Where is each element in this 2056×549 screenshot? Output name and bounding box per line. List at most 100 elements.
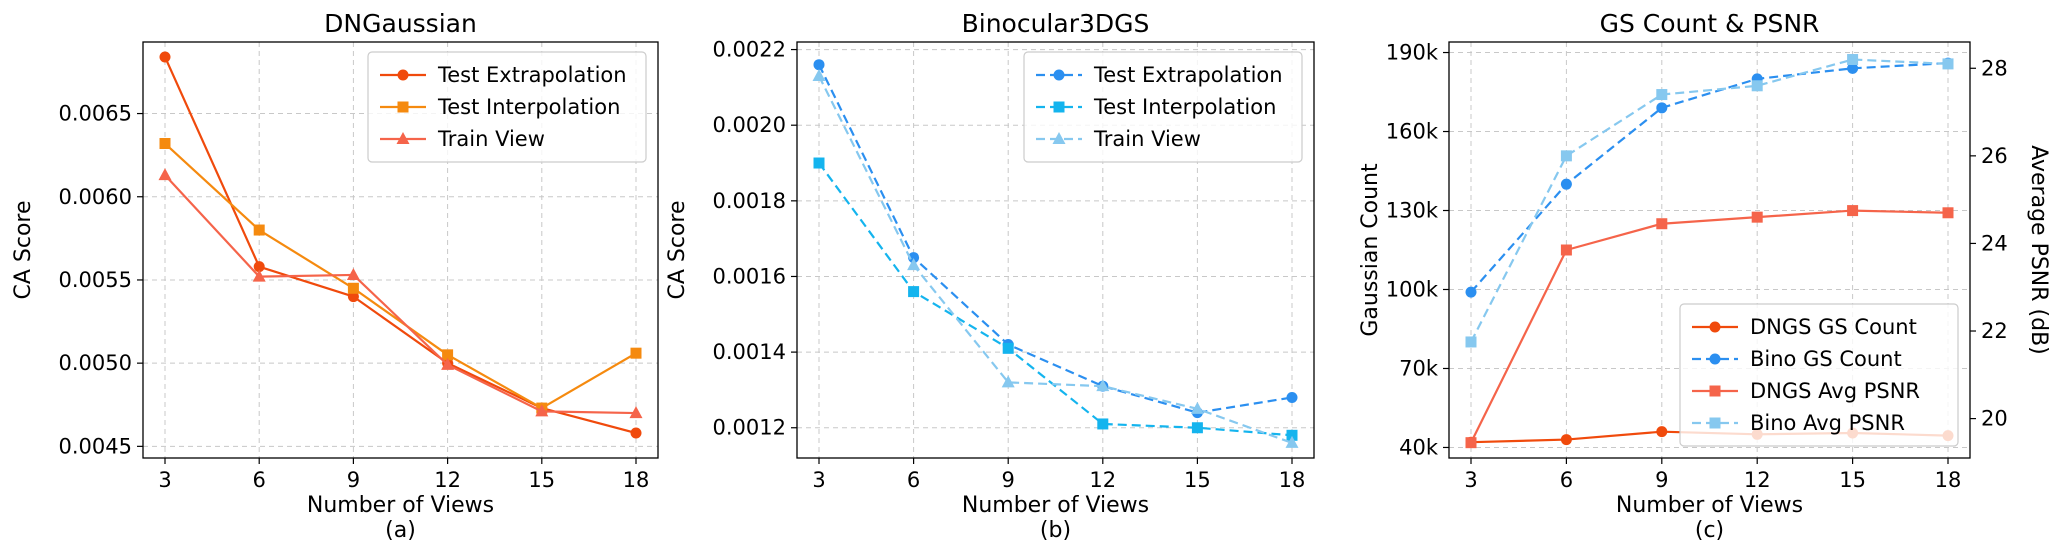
y-axis-label: CA Score — [665, 200, 690, 299]
x-tick-label: 6 — [253, 468, 266, 492]
x-tick-label: 9 — [1002, 468, 1015, 492]
legend: Test Extrapolation Test Interpolation Trai… — [1023, 51, 1303, 163]
data-point — [1190, 401, 1204, 414]
legend: DNGS GS Count Bino GS Count DNGS Avg PSNR B… — [1679, 303, 1959, 447]
data-point — [442, 349, 454, 361]
y-tick-label: 70k — [1399, 356, 1439, 380]
plot-frame — [796, 41, 1315, 459]
data-point — [441, 357, 455, 370]
data-point — [347, 282, 359, 294]
plot-frame — [142, 41, 659, 459]
x-tick-label: 9 — [347, 468, 360, 492]
y-tick-label: 190k — [1386, 41, 1439, 65]
x-axis-label: Number of Views — [962, 493, 1149, 518]
y-axis-label: Gaussian Count — [1358, 163, 1383, 337]
legend-box — [1679, 303, 1959, 447]
y-tick-label: 0.0055 — [59, 268, 132, 292]
series-line — [164, 142, 637, 410]
legend-swatch-marker — [1709, 417, 1721, 429]
legend-swatch-marker — [1709, 385, 1721, 397]
legend-swatch-marker — [1709, 353, 1721, 365]
legend-item: Test Interpolation — [380, 95, 620, 119]
data-point — [1942, 58, 1954, 70]
legend-box — [1023, 51, 1303, 163]
series-line — [164, 174, 637, 415]
legend-label: DNGS GS Count — [1750, 315, 1917, 339]
x-tick-label: 18 — [1935, 468, 1962, 492]
data-point — [1097, 418, 1109, 430]
legend-label: Bino GS Count — [1750, 347, 1902, 371]
y-tick-label: 40k — [1399, 435, 1439, 459]
legend-item: Train View — [1036, 127, 1201, 151]
y-tick-label: 0.0018 — [713, 189, 786, 213]
data-point — [1942, 207, 1954, 219]
x-tick-label: 15 — [1184, 468, 1211, 492]
data-point — [1560, 434, 1572, 446]
data-point — [813, 59, 825, 71]
series-bino-avg-psnr — [1465, 54, 1954, 348]
series-train-view — [812, 69, 1299, 448]
data-point — [159, 138, 171, 150]
data-point — [907, 258, 921, 271]
data-point — [629, 406, 643, 419]
data-point — [159, 51, 171, 63]
y-tick-label: 0.0022 — [713, 38, 786, 62]
legend-label: Bino Avg PSNR — [1750, 411, 1905, 435]
data-point — [1847, 54, 1859, 66]
legend-swatch-marker — [397, 69, 409, 81]
legend-swatch-marker — [1053, 101, 1065, 113]
data-point — [1751, 80, 1763, 92]
data-point — [347, 291, 359, 303]
data-point — [252, 269, 266, 282]
legend-swatch-marker — [1053, 69, 1065, 81]
legend-swatch-marker — [396, 132, 410, 144]
legend-item: Test Interpolation — [1036, 95, 1276, 119]
data-point — [1001, 375, 1015, 388]
x-axis-label: Number of Views — [307, 493, 494, 518]
legend-label: Train View — [1093, 127, 1201, 151]
data-point — [1847, 62, 1859, 74]
series-line — [818, 162, 1293, 437]
series-test-interpolation — [159, 138, 642, 414]
chart-caption: (a) — [385, 518, 416, 543]
y-right-tick-label: 22 — [1981, 319, 2008, 343]
data-point — [1751, 211, 1763, 223]
data-point — [1656, 102, 1668, 114]
x-tick-label: 15 — [1839, 468, 1866, 492]
data-point — [1286, 391, 1298, 403]
x-tick-label: 6 — [1560, 468, 1573, 492]
y-right-tick-label: 24 — [1981, 231, 2008, 255]
legend-item: Bino Avg PSNR — [1692, 411, 1905, 435]
data-point — [253, 261, 265, 273]
data-point — [908, 286, 920, 298]
y-tick-label: 0.0065 — [59, 102, 132, 126]
data-point — [908, 252, 920, 264]
legend-item: Test Extrapolation — [380, 63, 627, 87]
y-tick-label: 0.0050 — [59, 351, 132, 375]
data-point — [1465, 437, 1477, 449]
data-point — [1656, 426, 1668, 438]
data-point — [630, 427, 642, 439]
legend-label: Test Interpolation — [1093, 95, 1276, 119]
series-bino-gs-count — [1465, 57, 1954, 298]
data-point — [1096, 379, 1110, 392]
series-test-interpolation — [813, 157, 1298, 441]
y-right-axis-label: Average PSNR (dB) — [2026, 145, 2051, 355]
chart-panel: 3 6 9 12 15 18 0.0012 0.0014 0.0016 0.0018 0.0020 0… — [665, 9, 1315, 543]
y-tick-label: 100k — [1386, 277, 1439, 301]
data-point — [1656, 218, 1668, 230]
data-point — [1191, 422, 1203, 434]
data-point — [1656, 89, 1668, 101]
x-tick-label: 6 — [907, 468, 920, 492]
x-tick-label: 15 — [528, 468, 555, 492]
legend-item: DNGS Avg PSNR — [1692, 379, 1920, 403]
y-tick-label: 0.0020 — [713, 113, 786, 137]
legend-swatch-marker — [1052, 132, 1066, 144]
series-line — [818, 75, 1293, 444]
series-line — [1470, 61, 1949, 293]
legend-item: Test Extrapolation — [1036, 63, 1283, 87]
y-axis-label: CA Score — [11, 200, 36, 299]
data-point — [1286, 429, 1298, 441]
x-tick-label: 3 — [812, 468, 825, 492]
chart-panel: 3 6 9 12 15 18 0.0045 0.0050 0.0055 0.0060 0.0065 D… — [11, 9, 659, 543]
